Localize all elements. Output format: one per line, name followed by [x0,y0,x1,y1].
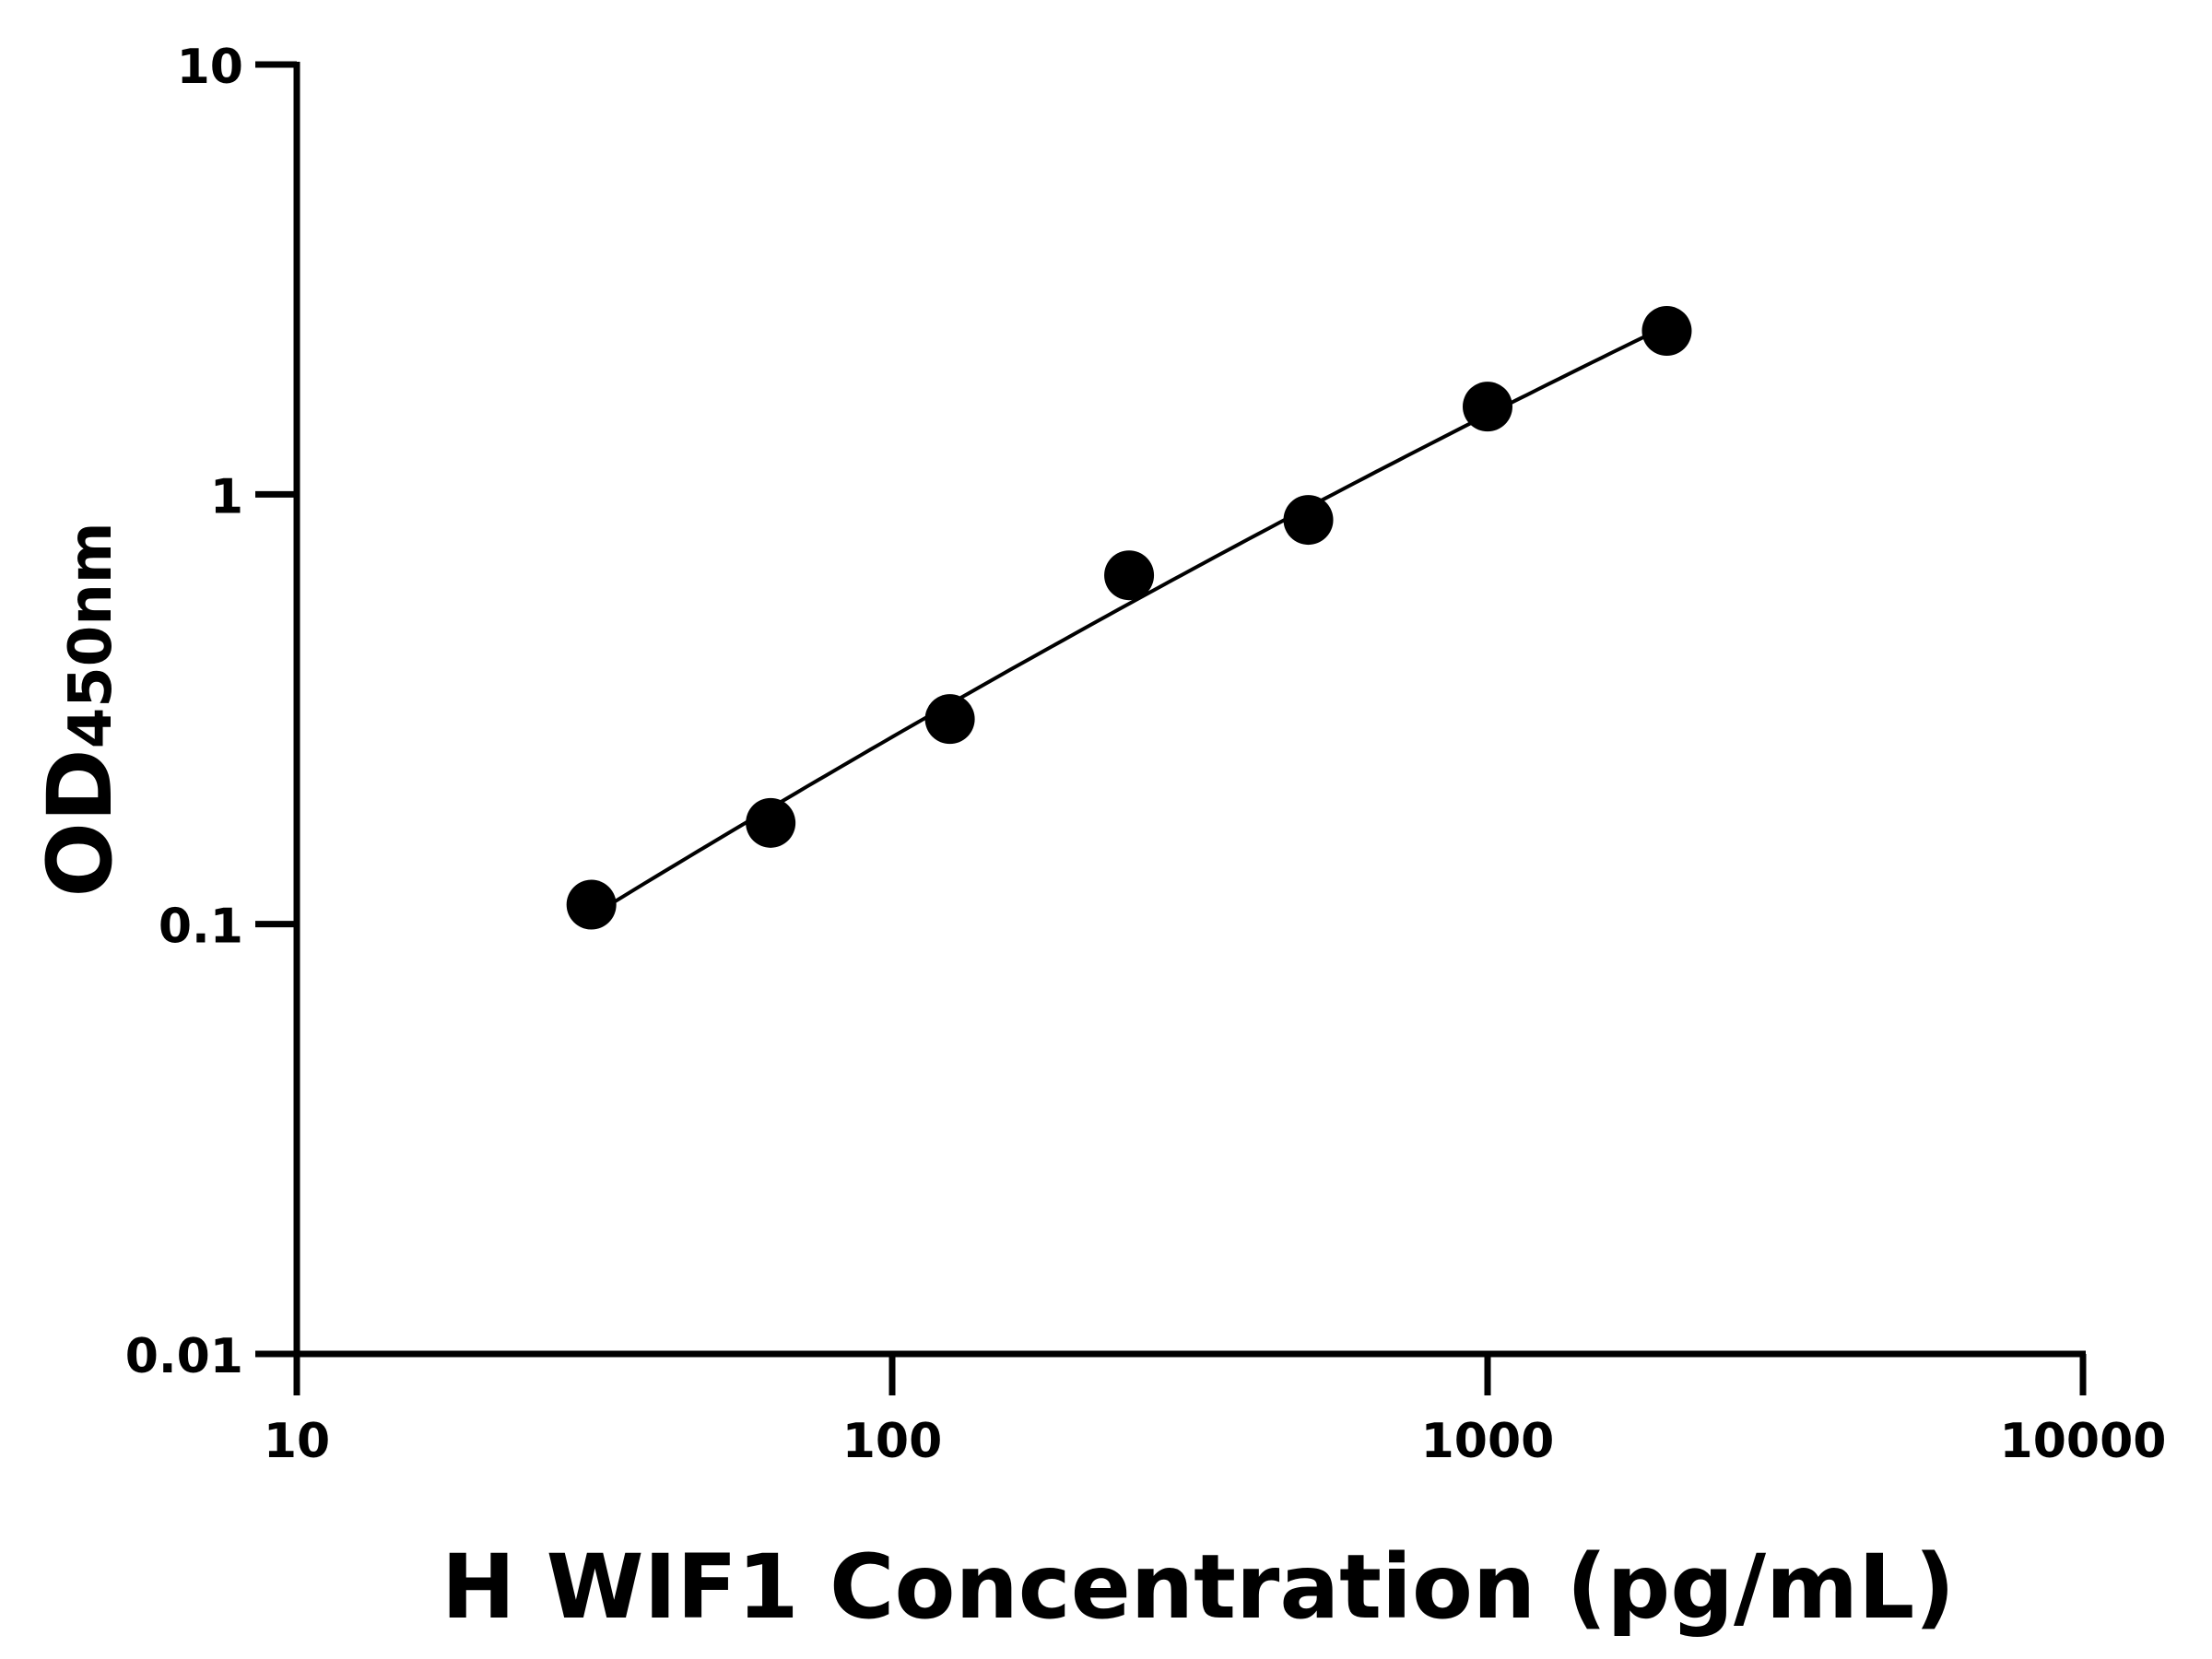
x-tick-label: 10 [264,1414,330,1469]
data-point [1463,382,1512,432]
y-tick-label: 0.1 [159,900,243,955]
data-point [566,879,617,930]
data-point [746,797,796,848]
x-axis-title: H WIF1 Concentration (pg/mL) [441,1535,1955,1639]
x-tick-label: 100 [842,1414,943,1469]
data-points-layer [566,306,1692,930]
y-axis-title-subscript: 450nm [57,522,125,748]
y-tick-label: 0.01 [125,1329,243,1384]
y-axis-title: OD450nm [29,522,132,897]
data-point [1283,495,1334,546]
y-tick-label: 10 [177,40,243,95]
y-axis-title-main: OD [29,748,132,897]
data-point [924,694,975,745]
x-tick-label: 10000 [2000,1414,2167,1469]
data-point [1641,306,1692,357]
data-point [1104,550,1155,601]
ticks-layer: 10 100 1000 10000 0.01 0.1 1 10 [125,40,2167,1469]
y-tick-label: 1 [210,469,243,524]
x-tick-label: 1000 [1421,1414,1555,1469]
